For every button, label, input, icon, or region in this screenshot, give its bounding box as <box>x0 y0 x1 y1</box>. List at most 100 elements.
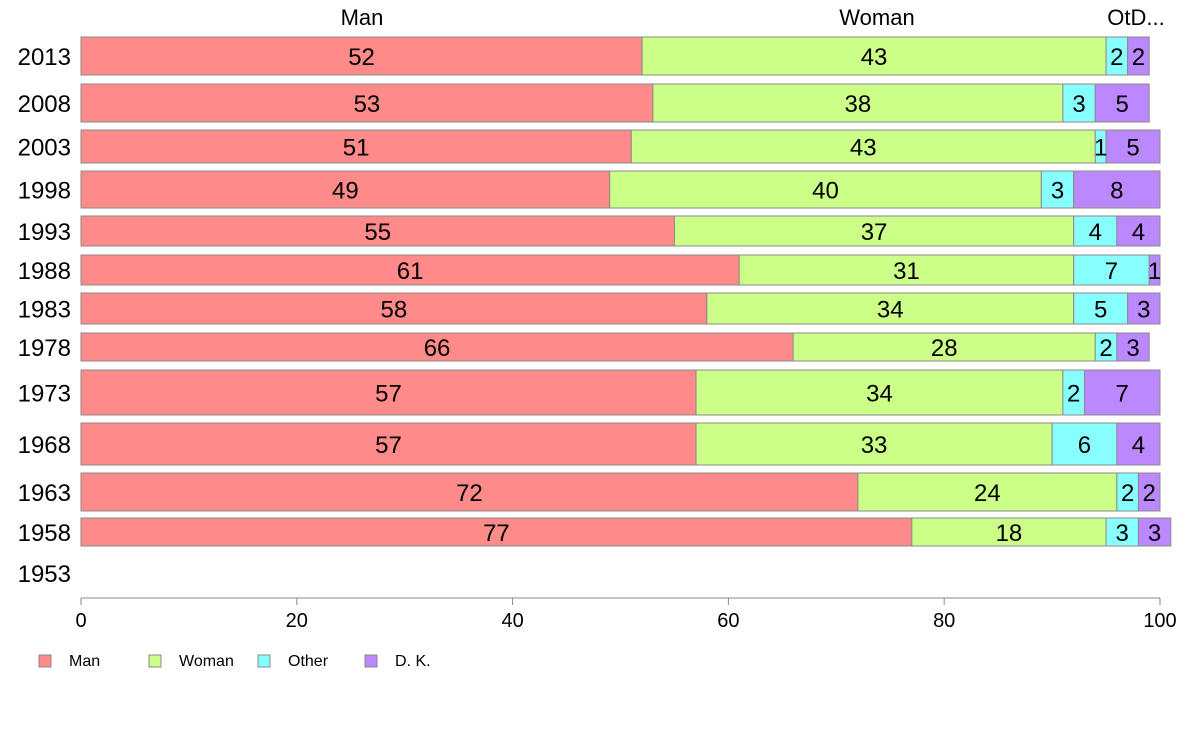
bar-segment-1968-0 <box>80 422 697 466</box>
data-label-1983-3: 3 <box>1137 297 1150 324</box>
column-headers: Man Woman OtD... <box>341 5 1165 30</box>
bar-segment-1968-2 <box>1051 422 1118 466</box>
data-label-2008-2: 3 <box>1072 91 1085 118</box>
data-label-2003-2: 1 <box>1094 135 1107 162</box>
data-label-2013-2: 2 <box>1110 44 1123 71</box>
data-label-1988-3: 1 <box>1148 258 1161 285</box>
data-label-2013-0: 52 <box>348 44 375 71</box>
data-label-1958-0: 77 <box>483 520 510 547</box>
data-label-1993-3: 4 <box>1132 219 1145 246</box>
data-label-1978-1: 28 <box>931 335 958 362</box>
legend-swatch-3 <box>364 654 378 668</box>
data-label-2003-1: 43 <box>850 135 877 162</box>
year-label-1988: 1988 <box>18 258 71 285</box>
data-label-1978-2: 2 <box>1099 335 1112 362</box>
legend-swatch-1 <box>148 654 162 668</box>
bar-segment-1988-3 <box>1148 254 1161 286</box>
header-other-dk: OtD... <box>1107 5 1164 30</box>
x-tick-label-1: 20 <box>286 610 308 632</box>
data-label-1968-2: 6 <box>1078 432 1091 459</box>
header-woman: Woman <box>839 5 914 30</box>
bar-segment-2008-1 <box>652 83 1064 123</box>
data-label-1998-0: 49 <box>332 178 359 205</box>
bar-segment-1963-1 <box>857 472 1118 512</box>
data-label-1963-1: 24 <box>974 480 1001 507</box>
bar-segment-1998-0 <box>80 170 611 209</box>
data-label-1993-1: 37 <box>861 219 888 246</box>
bar-segment-1988-1 <box>738 254 1075 286</box>
bar-segment-2003-3 <box>1105 129 1161 164</box>
year-label-1978: 1978 <box>18 335 71 362</box>
data-label-1968-0: 57 <box>375 432 402 459</box>
bar-segment-2003-0 <box>80 129 632 164</box>
data-label-2008-0: 53 <box>354 91 381 118</box>
year-label-1963: 1963 <box>18 480 71 507</box>
year-label-2013: 2013 <box>18 44 71 71</box>
data-label-1973-1: 34 <box>866 381 893 408</box>
data-label-2008-1: 38 <box>845 91 872 118</box>
bar-segment-2013-1 <box>641 36 1107 76</box>
data-label-1993-0: 55 <box>364 219 391 246</box>
legend-label-3: D. K. <box>395 653 431 670</box>
bar-segment-1993-3 <box>1116 215 1161 247</box>
bar-segment-2013-3 <box>1127 36 1150 76</box>
year-label-1958: 1958 <box>18 520 71 547</box>
x-tick-label-2: 40 <box>501 610 523 632</box>
x-tick-label-4: 80 <box>933 610 955 632</box>
bar-segment-1983-3 <box>1127 292 1161 325</box>
data-label-1988-1: 31 <box>893 258 920 285</box>
bar-segment-1973-3 <box>1083 369 1161 416</box>
legend-label-2: Other <box>288 653 329 670</box>
bar-segment-1958-3 <box>1137 517 1172 547</box>
data-label-1973-2: 2 <box>1067 381 1080 408</box>
data-label-1958-1: 18 <box>996 520 1023 547</box>
bar-segment-1993-2 <box>1073 215 1118 247</box>
year-label-1983: 1983 <box>18 297 71 324</box>
data-label-1998-2: 3 <box>1051 178 1064 205</box>
bar-segment-2008-3 <box>1094 83 1150 123</box>
data-label-1998-1: 40 <box>812 178 839 205</box>
x-tick-label-3: 60 <box>717 610 739 632</box>
data-label-1958-3: 3 <box>1148 520 1161 547</box>
data-label-1988-2: 7 <box>1105 258 1118 285</box>
year-label-2003: 2003 <box>18 135 71 162</box>
data-label-1968-3: 4 <box>1132 432 1145 459</box>
data-label-1993-2: 4 <box>1089 219 1102 246</box>
data-label-1963-3: 2 <box>1143 480 1156 507</box>
legend-swatch-0 <box>38 654 52 668</box>
year-label-1968: 1968 <box>18 432 71 459</box>
bar-segment-1983-2 <box>1073 292 1129 325</box>
bar-segment-2008-2 <box>1062 83 1096 123</box>
data-label-1998-3: 8 <box>1110 178 1123 205</box>
data-label-1973-0: 57 <box>375 381 402 408</box>
data-label-1968-1: 33 <box>861 432 888 459</box>
bar-segment-1968-3 <box>1116 422 1161 466</box>
bar-segment-1978-0 <box>80 332 794 362</box>
bar-segment-1983-1 <box>706 292 1075 325</box>
x-axis: 0 20 40 60 80 100 <box>75 597 1177 632</box>
data-label-1988-0: 61 <box>397 258 424 285</box>
bar-segment-1963-3 <box>1137 472 1161 512</box>
legend-label-0: Man <box>69 653 100 670</box>
bar-segment-1988-0 <box>80 254 740 286</box>
data-label-1973-3: 7 <box>1116 381 1129 408</box>
bar-segment-1958-1 <box>911 517 1107 547</box>
data-label-1983-1: 34 <box>877 297 904 324</box>
data-label-1983-0: 58 <box>381 297 408 324</box>
bar-segment-1983-0 <box>80 292 708 325</box>
year-label-1998: 1998 <box>18 178 71 205</box>
data-label-2003-3: 5 <box>1126 135 1139 162</box>
x-tick-label-0: 0 <box>75 610 86 632</box>
bar-segment-1978-1 <box>792 332 1096 362</box>
bar-segment-1973-1 <box>695 369 1064 416</box>
year-label-1973: 1973 <box>18 381 71 408</box>
data-label-1958-2: 3 <box>1116 520 1129 547</box>
bar-segment-1993-0 <box>80 215 675 247</box>
data-label-1983-2: 5 <box>1094 297 1107 324</box>
bar-segment-1998-2 <box>1040 170 1075 209</box>
x-tick-label-5: 100 <box>1143 610 1176 632</box>
year-label-1953: 1953 <box>18 561 71 588</box>
data-label-1963-2: 2 <box>1121 480 1134 507</box>
header-man: Man <box>341 5 384 30</box>
